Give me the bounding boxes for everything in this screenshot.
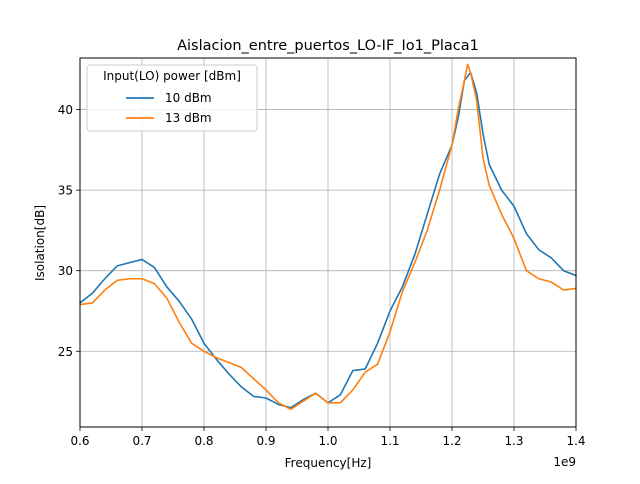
x-tick-label: 0.9	[256, 434, 275, 448]
series-line-10-dbm	[79, 71, 577, 409]
y-tick-label: 40	[58, 103, 73, 117]
legend-label-13dbm: 13 dBm	[165, 111, 212, 125]
x-tick-label: 1.2	[442, 434, 461, 448]
series-line-13-dbm	[79, 63, 577, 411]
x-axis-offset-label: 1e9	[553, 455, 576, 469]
y-tick-label: 30	[58, 264, 73, 278]
x-tick-label: 1.0	[318, 434, 337, 448]
chart-title: Aislacion_entre_puertos_LO-IF_Io1_Placa1	[177, 38, 479, 54]
x-tick-label: 1.4	[566, 434, 585, 448]
legend-box	[86, 64, 258, 132]
series-group	[79, 63, 577, 411]
y-tick-label: 25	[58, 345, 73, 359]
x-tick-label: 1.3	[504, 434, 523, 448]
x-axis-label: Frequency[Hz]	[285, 456, 372, 470]
y-tick-label: 35	[58, 184, 73, 198]
x-tick-label: 0.7	[132, 434, 151, 448]
legend-title: Input(LO) power [dBm]	[103, 69, 241, 83]
y-axis-label: Isolation[dB]	[33, 205, 47, 281]
ticks: 0.6 0.7 0.8 0.9 1.0 1.1 1.2 1.3 1.4 25 30 35 40	[58, 103, 586, 448]
legend: Input(LO) power [dBm] 10 dBm 13 dBm	[86, 64, 258, 132]
x-tick-label: 0.8	[194, 434, 213, 448]
x-tick-label: 1.1	[380, 434, 399, 448]
x-tick-label: 0.6	[70, 434, 89, 448]
legend-label-10dbm: 10 dBm	[165, 91, 212, 105]
